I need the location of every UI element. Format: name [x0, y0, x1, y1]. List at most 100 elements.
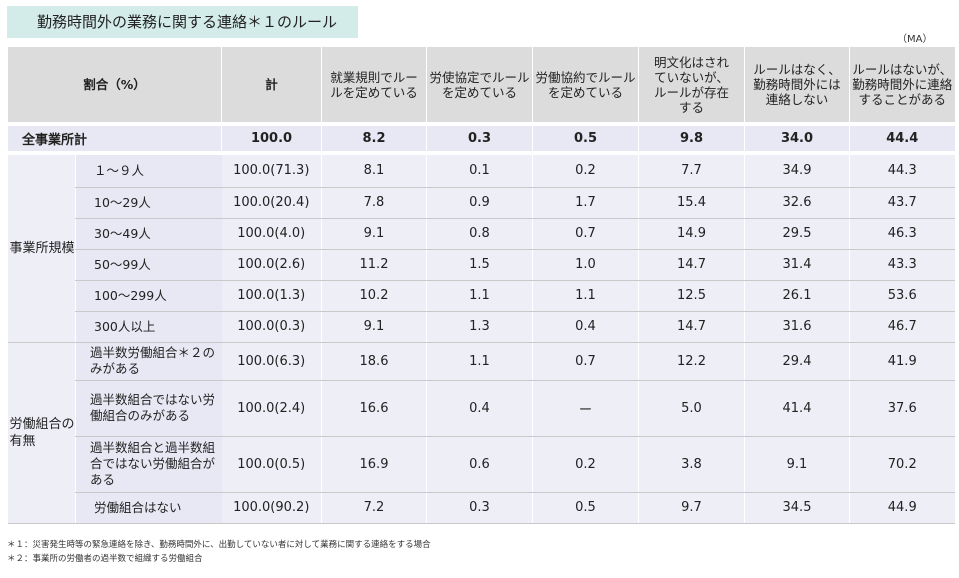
row-label: 10～29人 [75, 187, 222, 219]
row-value: 0.2 [532, 436, 639, 493]
row-value: 1.0 [532, 249, 639, 281]
row-label: 300人以上 [75, 311, 222, 343]
group-label: 労働組合の有無 [7, 342, 76, 524]
row-value: 31.6 [744, 311, 850, 343]
row-value: 43.3 [849, 249, 955, 281]
overall-value: 0.5 [532, 126, 639, 151]
row-label: 過半数組合と過半数組合ではない労働組合がある [75, 436, 222, 493]
row-value: 15.4 [638, 187, 745, 219]
row-value: 9.1 [321, 218, 427, 250]
row-value: 1.7 [532, 187, 639, 219]
group-label: 事業所規模 [7, 155, 76, 343]
row-value: 0.6 [426, 436, 533, 493]
row-value: 46.7 [849, 311, 955, 343]
header-ratio: 割合（%） [7, 47, 222, 122]
row-value: 31.4 [744, 249, 850, 281]
row-label: 労働組合はない [75, 492, 222, 524]
row-label: 過半数労働組合＊２のみがある [75, 342, 222, 381]
row-value: 18.6 [321, 342, 427, 381]
row-total: 100.0(0.3) [221, 311, 322, 343]
table-row: 労働組合の有無 過半数労働組合＊２のみがある 100.0(6.3) 18.6 1.1 0.… [7, 342, 955, 524]
table-row: 過半数組合ではない労働組合のみがある 100.0(2.4) 16.6 0.4 ー 5.0 4… [8, 380, 955, 437]
footnote-2: ＊２：事業所の労働者の過半数で組織する労働組合 [7, 554, 203, 564]
row-value: 9.1 [321, 311, 427, 343]
footnote-1: ＊１：災害発生時等の緊急連絡を除き、勤務時間外に、出勤していない者に対して業務に… [7, 540, 431, 550]
ma-label: （MA） [897, 34, 933, 45]
row-value: 34.5 [744, 492, 850, 524]
row-value: ー [532, 380, 639, 437]
table-row: 30～49人 100.0(4.0) 9.1 0.8 0.7 14.9 29.5 46.3 [8, 218, 955, 250]
header-row: 割合（%） 計 就業規則でルールを定めている 労使協定でルールを定めている 労働… [7, 47, 955, 122]
row-value: 5.0 [638, 380, 745, 437]
row-value: 8.1 [321, 155, 427, 188]
overall-row: 全事業所計 100.0 8.2 0.3 0.5 9.8 34.0 44.4 [7, 126, 955, 151]
table-row: 100～299人 100.0(1.3) 10.2 1.1 1.1 12.5 26.1 53.6 [8, 280, 955, 312]
row-value: 1.1 [532, 280, 639, 312]
row-value: 0.7 [532, 342, 639, 381]
rules-table: 割合（%） 計 就業規則でルールを定めている 労使協定でルールを定めている 労働… [7, 47, 955, 524]
row-total: 100.0(2.6) [221, 249, 322, 281]
table-row: 過半数組合と過半数組合ではない労働組合がある 100.0(0.5) 16.9 0.6 0… [8, 436, 955, 493]
overall-value: 34.0 [744, 126, 850, 151]
row-value: 7.8 [321, 187, 427, 219]
row-value: 53.6 [849, 280, 955, 312]
header-col-4: 明文化はされていないが、ルールが存在する [638, 47, 745, 122]
row-value: 7.2 [321, 492, 427, 524]
row-label: 30～49人 [75, 218, 222, 250]
row-value: 41.4 [744, 380, 850, 437]
row-value: 34.9 [744, 155, 850, 188]
overall-value: 44.4 [849, 126, 955, 151]
header-col-2: 労使協定でルールを定めている [426, 47, 533, 122]
row-value: 1.1 [426, 280, 533, 312]
row-total: 100.0(90.2) [221, 492, 322, 524]
row-value: 9.1 [744, 436, 850, 493]
row-value: 0.2 [532, 155, 639, 188]
row-value: 0.1 [426, 155, 533, 188]
row-value: 11.2 [321, 249, 427, 281]
row-total: 100.0(20.4) [221, 187, 322, 219]
row-total: 100.0(6.3) [221, 342, 322, 381]
row-value: 0.8 [426, 218, 533, 250]
row-value: 16.9 [321, 436, 427, 493]
row-value: 43.7 [849, 187, 955, 219]
row-value: 0.5 [532, 492, 639, 524]
row-value: 44.9 [849, 492, 955, 524]
header-total: 計 [221, 47, 322, 122]
row-label: 50～99人 [75, 249, 222, 281]
row-value: 3.8 [638, 436, 745, 493]
row-value: 14.9 [638, 218, 745, 250]
header-col-5: ルールはなく、勤務時間外には連絡しない [744, 47, 850, 122]
row-value: 0.7 [532, 218, 639, 250]
row-value: 1.3 [426, 311, 533, 343]
header-col-1: 就業規則でルールを定めている [321, 47, 427, 122]
row-value: 10.2 [321, 280, 427, 312]
row-value: 16.6 [321, 380, 427, 437]
row-total: 100.0(4.0) [221, 218, 322, 250]
row-value: 0.3 [426, 492, 533, 524]
row-value: 1.5 [426, 249, 533, 281]
row-value: 1.1 [426, 342, 533, 381]
row-label: 100～299人 [75, 280, 222, 312]
row-total: 100.0(0.5) [221, 436, 322, 493]
row-value: 7.7 [638, 155, 745, 188]
row-value: 29.5 [744, 218, 850, 250]
row-value: 41.9 [849, 342, 955, 381]
overall-value: 8.2 [321, 126, 427, 151]
row-value: 26.1 [744, 280, 850, 312]
row-value: 9.7 [638, 492, 745, 524]
row-total: 100.0(1.3) [221, 280, 322, 312]
row-value: 0.4 [426, 380, 533, 437]
header-col-6: ルールはないが、勤務時間外に連絡することがある [849, 47, 955, 122]
row-total: 100.0(71.3) [221, 155, 322, 188]
header-col-3: 労働協約でルールを定めている [532, 47, 639, 122]
row-value: 14.7 [638, 311, 745, 343]
footnotes: ＊１：災害発生時等の緊急連絡を除き、勤務時間外に、出勤していない者に対して業務に… [7, 538, 431, 566]
row-value: 12.2 [638, 342, 745, 381]
row-value: 14.7 [638, 249, 745, 281]
row-value: 12.5 [638, 280, 745, 312]
row-value: 0.4 [532, 311, 639, 343]
overall-total: 100.0 [221, 126, 322, 151]
table-row: 事業所規模 １～９人 100.0(71.3) 8.1 0.1 0.2 7.7 34.9 44.3 [7, 155, 955, 343]
row-value: 44.3 [849, 155, 955, 188]
row-value: 46.3 [849, 218, 955, 250]
